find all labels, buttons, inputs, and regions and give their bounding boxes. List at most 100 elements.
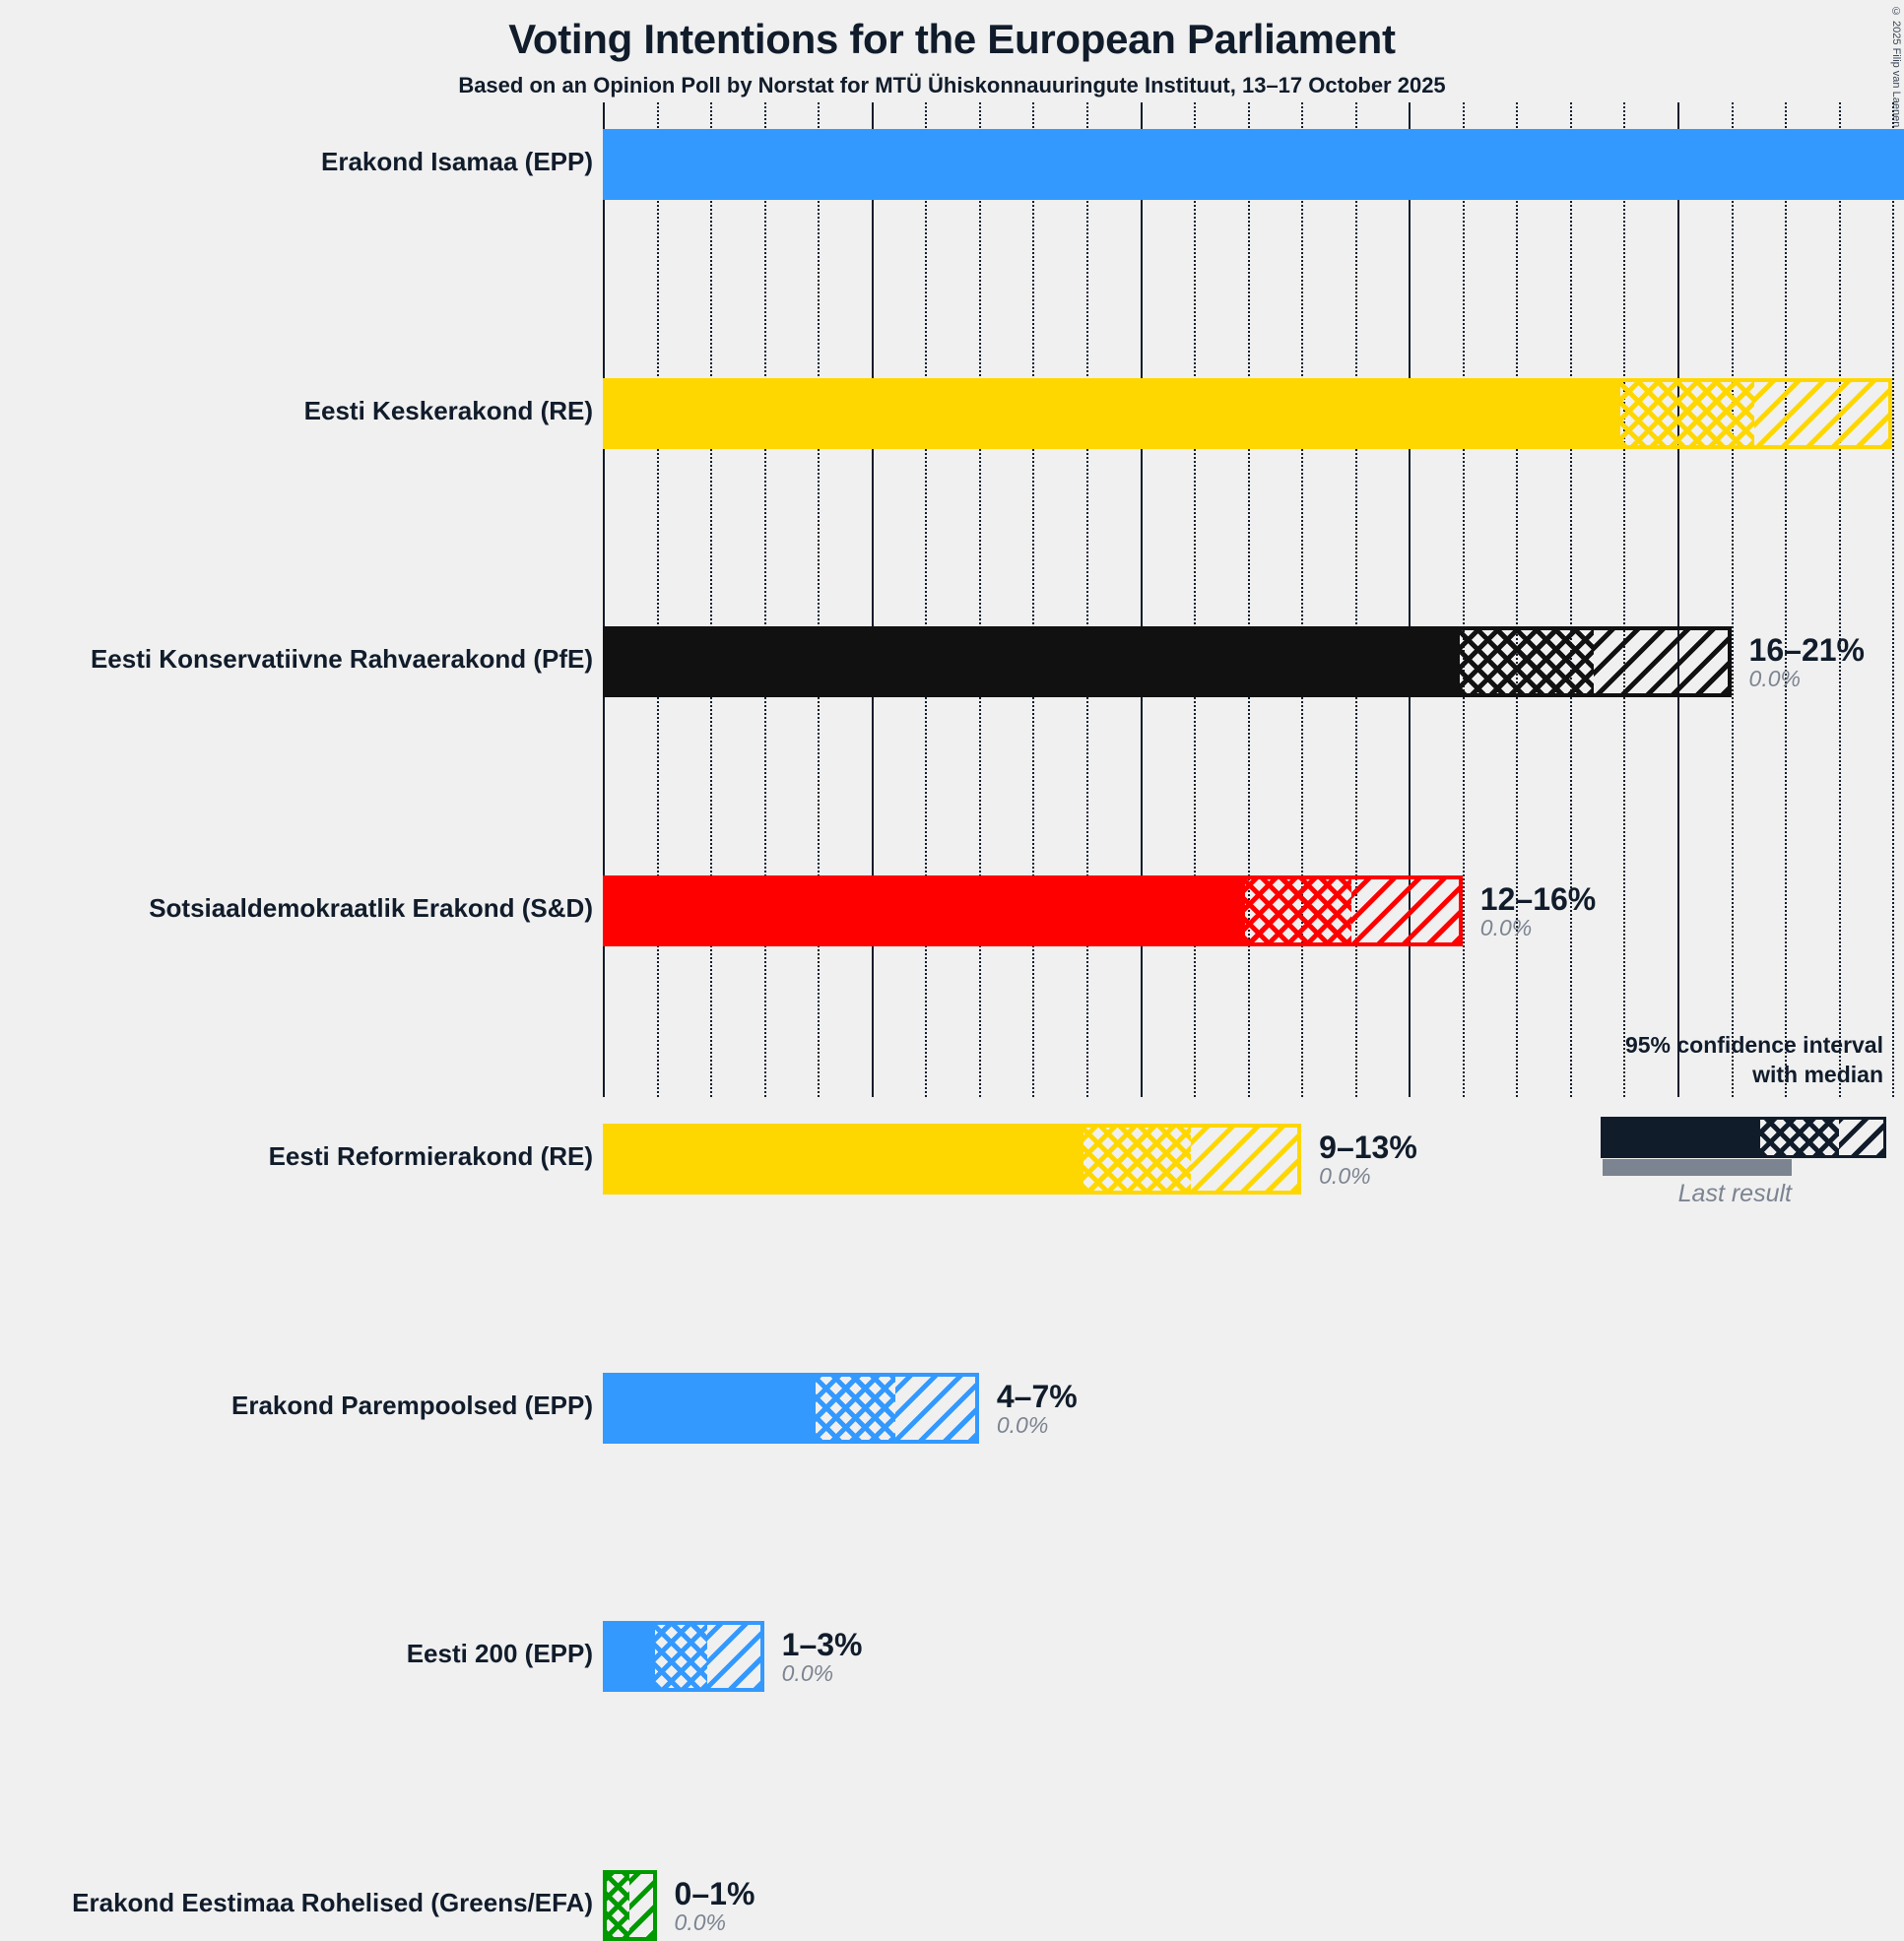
bar-segment-solid: [607, 1128, 1084, 1192]
bar-segment-solid: [607, 630, 1460, 694]
bar-segment-diagonal: [894, 1376, 975, 1440]
gridline-18: [1569, 102, 1572, 1097]
gridline-2: [710, 102, 713, 1097]
value-label-group: 16–21% 0.0%: [1749, 634, 1865, 691]
bar-segment-diagonal: [1190, 1128, 1298, 1192]
bar-segment-solid: [607, 1376, 816, 1440]
gridline-6: [925, 102, 928, 1097]
value-label-group: 0–1% 0.0%: [675, 1878, 755, 1935]
confidence-interval-bar: [603, 377, 1893, 449]
legend-seg-solid: [1604, 1120, 1761, 1155]
party-label: Erakond Eestimaa Rohelised (Greens/EFA): [72, 1887, 593, 1917]
bar-segment-solid: [607, 381, 1621, 445]
gridline-11: [1194, 102, 1197, 1097]
value-label-group: 12–16% 0.0%: [1480, 883, 1596, 940]
legend-line-2: with median: [1752, 1062, 1883, 1088]
value-label-group: 1–3% 0.0%: [782, 1629, 863, 1686]
legend-seg-diagonal: [1838, 1120, 1883, 1155]
chart-row: Eesti Konservatiivne Rahvaerakond (PfE) 1…: [91, 352, 1904, 698]
legend-seg-crosshatch: [1760, 1120, 1839, 1155]
bar-segment-diagonal: [1593, 630, 1728, 694]
value-label-group: 9–13% 0.0%: [1319, 1132, 1417, 1189]
party-label: Eesti Konservatiivne Rahvaerakond (PfE): [90, 644, 593, 675]
party-label: Eesti Reformierakond (RE): [268, 1141, 593, 1172]
bar-segment-solid: [607, 878, 1245, 942]
confidence-interval-bar: [603, 1124, 1302, 1196]
last-result-value: 0.0%: [674, 1909, 726, 1935]
confidence-interval-bar: [603, 626, 1732, 698]
bar-segment-crosshatch: [1459, 630, 1594, 694]
gridline-3: [763, 102, 766, 1097]
party-label: Eesti 200 (EPP): [406, 1639, 593, 1669]
gridline-5: [871, 102, 874, 1097]
bar-segment-crosshatch: [1083, 1128, 1191, 1192]
value-label-group: 4–7% 0.0%: [997, 1381, 1078, 1438]
gridline-23: [1838, 102, 1841, 1097]
bar-segment-diagonal: [707, 1625, 760, 1689]
bar-segment-crosshatch: [1244, 878, 1352, 942]
confidence-interval-bar: [603, 874, 1463, 946]
gridline-13: [1301, 102, 1304, 1097]
chart-row: Erakond Parempoolsed (EPP) 4–7% 0.0%: [231, 724, 1904, 1444]
bar-segment-crosshatch: [815, 1376, 895, 1440]
confidence-interval-bar: [603, 1869, 657, 1941]
last-result-value: 0.0%: [781, 1660, 834, 1687]
chart-row: Eesti Reformierakond (RE) 9–13% 0.0%: [269, 600, 1904, 1196]
gridline-4: [818, 102, 821, 1097]
gridline-20: [1677, 102, 1679, 1097]
chart-container: Voting Intentions for the European Parli…: [72, 6, 1904, 1941]
gridline-24: [1892, 102, 1895, 1097]
chart-row: Eesti 200 (EPP) 1–3% 0.0%: [407, 849, 1904, 1693]
party-label: Erakond Isamaa (EPP): [321, 147, 593, 177]
gridline-9: [1085, 102, 1088, 1097]
confidence-interval-bar: [603, 1621, 764, 1693]
party-label: Erakond Parempoolsed (EPP): [231, 1390, 593, 1420]
confidence-interval-value: 16–21%: [1748, 632, 1865, 669]
bar-segment-solid: [607, 133, 1904, 197]
gridline-16: [1462, 102, 1465, 1097]
gridline-12: [1247, 102, 1250, 1097]
last-result-value: 0.0%: [1479, 914, 1533, 940]
gridline-21: [1731, 102, 1734, 1097]
chart-row: Erakond Isamaa (EPP)25–30%0.0%: [321, 102, 1904, 226]
legend-last-result-label: Last result: [1677, 1180, 1792, 1207]
last-result-value: 0.0%: [1748, 666, 1801, 692]
bar-segment-solid: [607, 1625, 656, 1689]
confidence-interval-value: 0–1%: [674, 1875, 755, 1911]
bar-segment-diagonal: [1754, 381, 1889, 445]
bar-segment-diagonal: [629, 1873, 653, 1937]
gridline-22: [1785, 102, 1788, 1097]
page-title: Voting Intentions for the European Parli…: [508, 16, 1396, 62]
party-label: Eesti Keskerakond (RE): [303, 395, 593, 425]
gridline-0: [603, 102, 605, 1097]
confidence-interval-bar: [603, 1372, 979, 1444]
legend-title: 95% confidence interval with median: [1509, 1030, 1883, 1090]
gridline-10: [1140, 102, 1143, 1097]
last-result-value: 0.0%: [1319, 1163, 1371, 1190]
bar-segment-diagonal: [1351, 878, 1459, 942]
chart-row: Sotsiaaldemokraatlik Erakond (S&D) 12–16%…: [149, 476, 1904, 946]
confidence-interval-value: 1–3%: [781, 1627, 863, 1663]
confidence-interval-value: 12–16%: [1479, 880, 1597, 917]
legend-sample-bar: [1601, 1117, 1886, 1158]
legend-line-1: 95% confidence interval: [1624, 1032, 1883, 1058]
gridline-17: [1516, 102, 1519, 1097]
confidence-interval-bar: [603, 129, 1904, 201]
legend-last-result-bar: [1603, 1159, 1792, 1176]
gridline-1: [656, 102, 659, 1097]
copyright-notice: © 2025 Filip van Laenen: [1890, 6, 1902, 128]
gridline-14: [1354, 102, 1357, 1097]
gridline-15: [1409, 102, 1412, 1097]
plot-area: Erakond Isamaa (EPP)25–30%0.0%Eesti Kesk…: [72, 102, 1904, 1941]
legend: 95% confidence interval with median Last…: [1507, 1030, 1891, 1217]
confidence-interval-value: 4–7%: [996, 1378, 1078, 1414]
gridline-7: [978, 102, 981, 1097]
confidence-interval-value: 9–13%: [1319, 1130, 1417, 1166]
last-result-value: 0.0%: [996, 1411, 1049, 1438]
gridline-19: [1623, 102, 1626, 1097]
chart-row: Eesti Keskerakond (RE)19–24%0.0%: [304, 226, 1904, 449]
gridline-8: [1032, 102, 1035, 1097]
bar-segment-crosshatch: [607, 1873, 630, 1937]
bar-segment-crosshatch: [1620, 381, 1755, 445]
party-label: Sotsiaaldemokraatlik Erakond (S&D): [149, 892, 593, 923]
